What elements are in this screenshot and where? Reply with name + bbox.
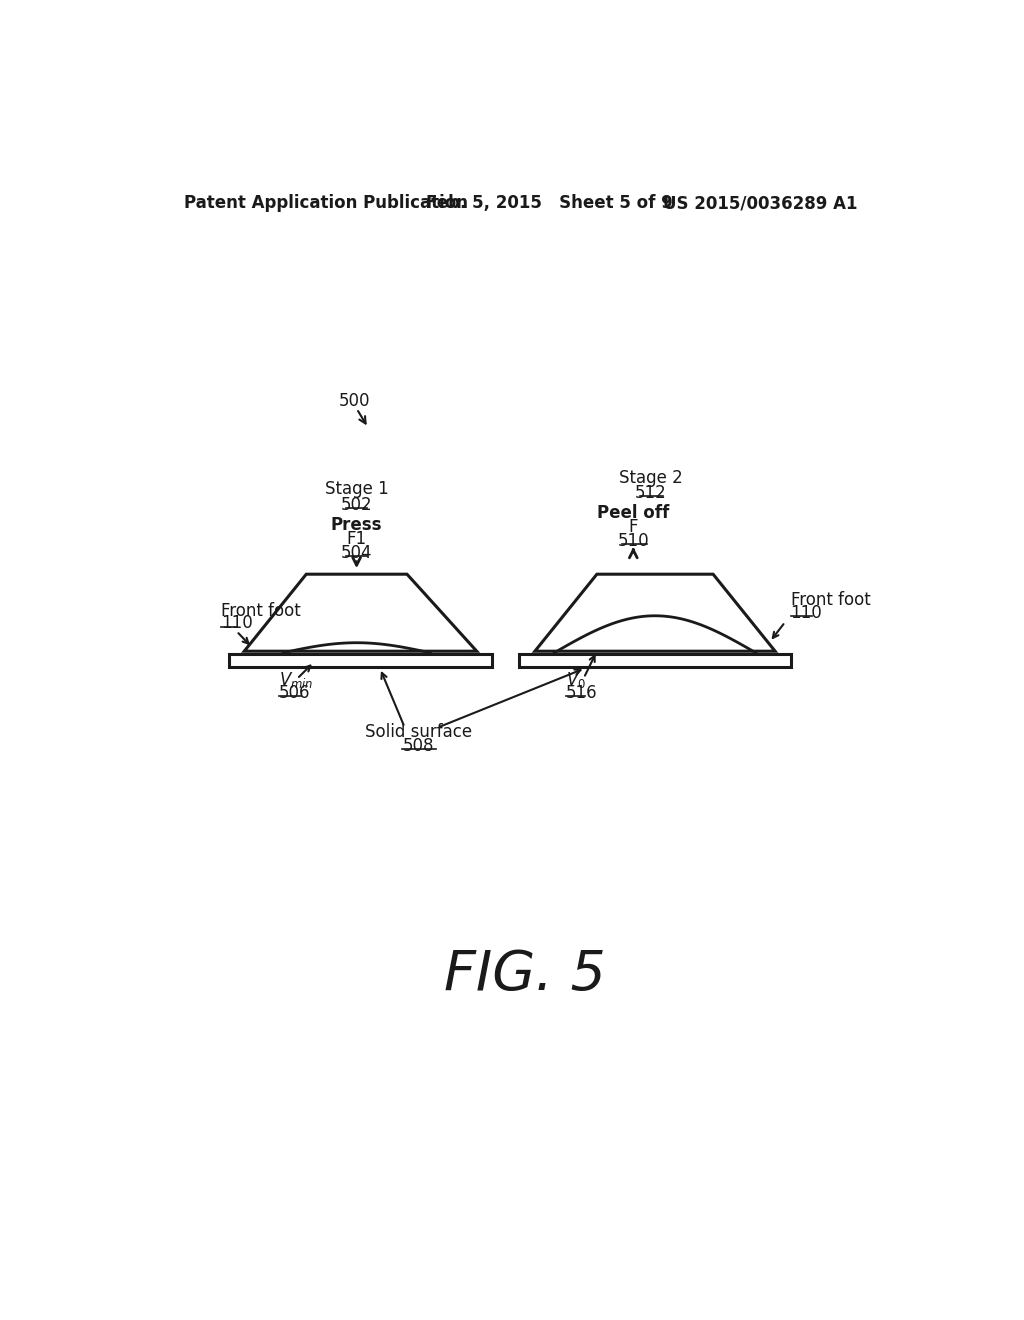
Text: Solid surface: Solid surface [366,723,472,741]
Text: Front foot: Front foot [221,602,301,620]
Text: 110: 110 [221,615,253,632]
Text: 500: 500 [339,392,371,411]
Text: Stage 2: Stage 2 [620,469,683,487]
Text: Patent Application Publication: Patent Application Publication [183,194,468,213]
Text: $V_0$: $V_0$ [566,671,586,690]
Text: 504: 504 [341,544,373,561]
Text: 512: 512 [635,484,667,503]
Text: Stage 1: Stage 1 [325,480,388,499]
Text: Press: Press [331,516,382,533]
Polygon shape [535,574,775,651]
Bar [519,653,791,667]
Text: 508: 508 [402,737,434,755]
Text: 506: 506 [280,684,310,702]
Polygon shape [245,574,477,651]
Text: US 2015/0036289 A1: US 2015/0036289 A1 [663,194,857,213]
Text: 510: 510 [617,532,649,550]
Text: Peel off: Peel off [597,504,670,523]
Bar [228,653,493,667]
Text: Front foot: Front foot [791,591,870,610]
Text: 110: 110 [791,603,822,622]
Text: F: F [629,519,638,536]
Text: Feb. 5, 2015   Sheet 5 of 9: Feb. 5, 2015 Sheet 5 of 9 [426,194,673,213]
Text: 516: 516 [566,684,597,702]
Text: F1: F1 [346,529,367,548]
Text: $V_{min}$: $V_{min}$ [280,671,313,690]
Text: FIG. 5: FIG. 5 [444,948,605,1001]
Text: 502: 502 [341,496,373,513]
